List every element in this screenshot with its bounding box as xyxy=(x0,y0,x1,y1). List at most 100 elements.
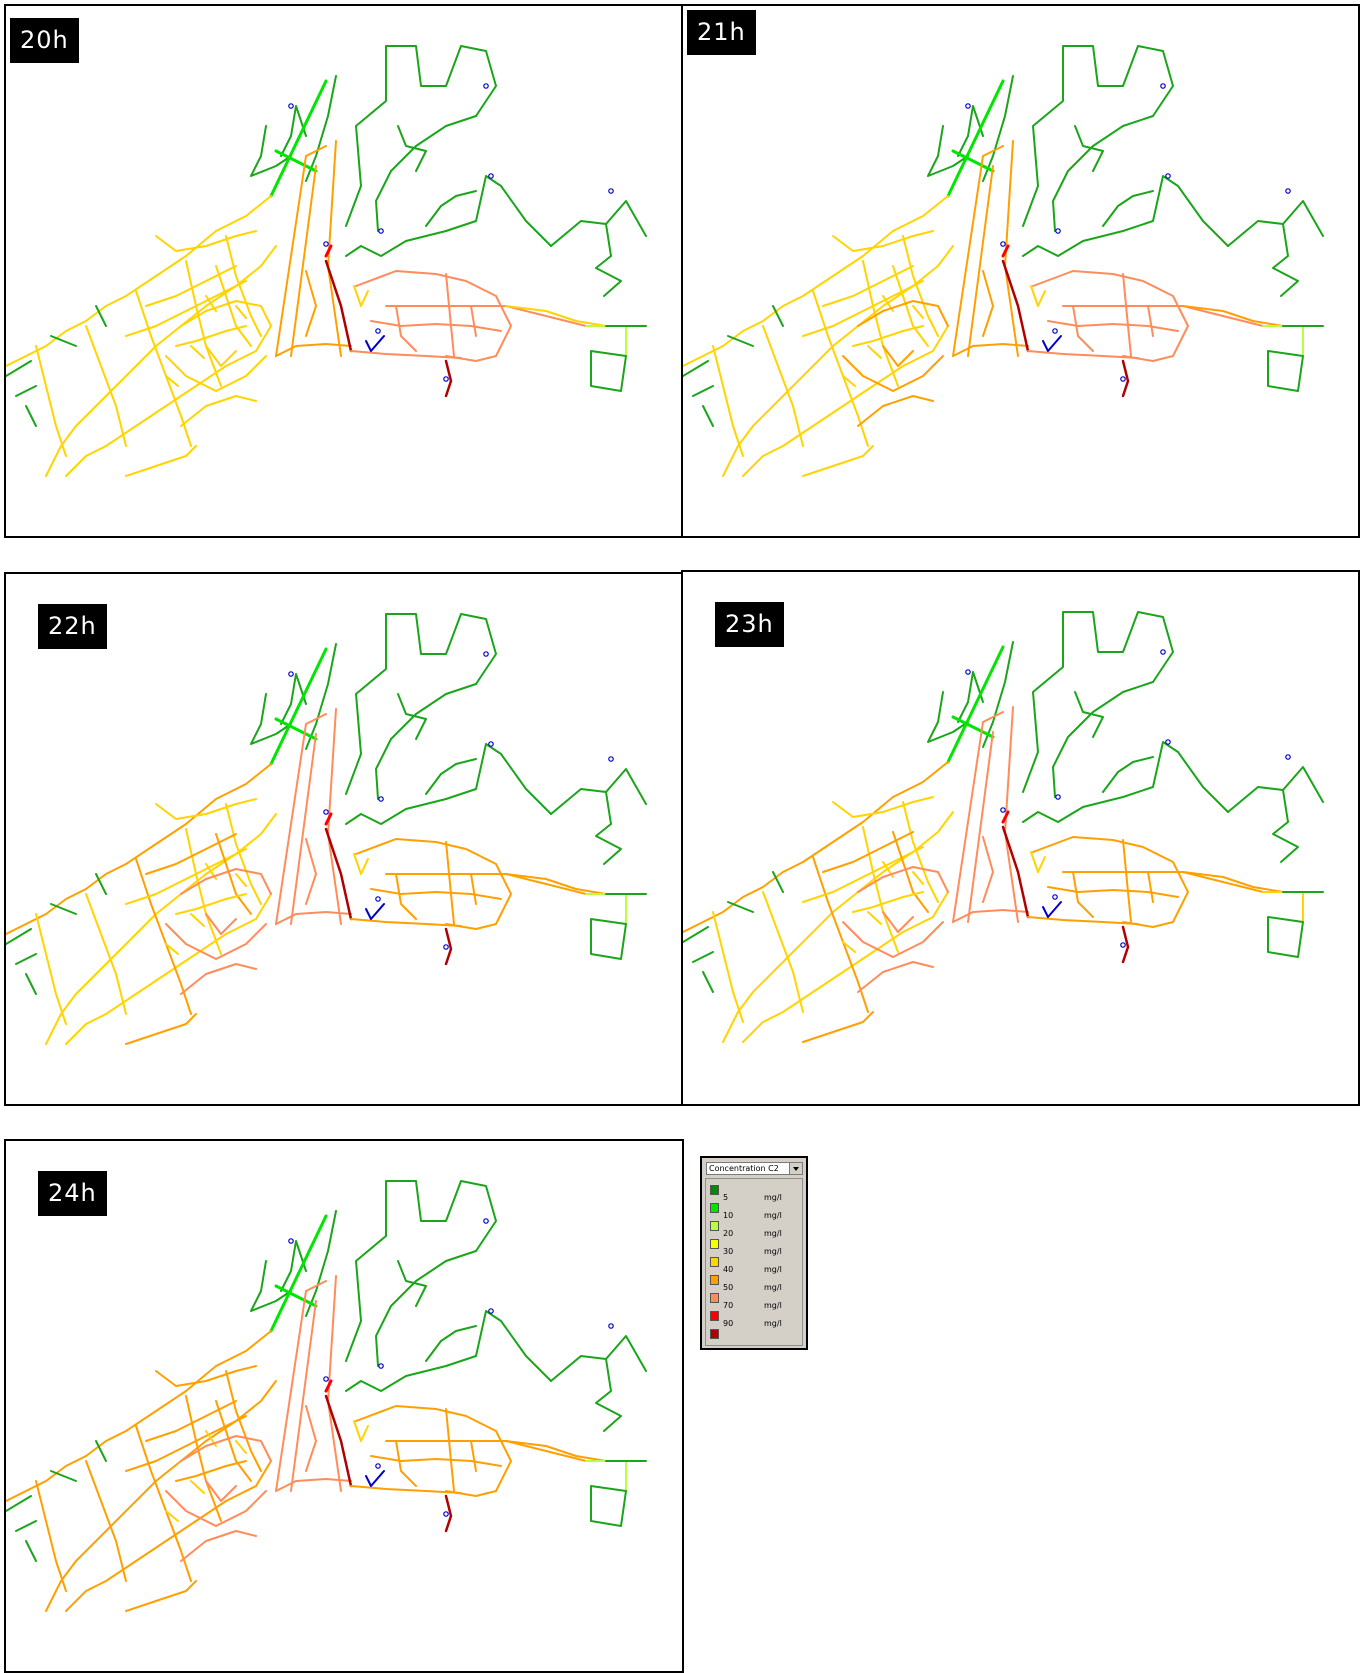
map-panel-21h: 21h xyxy=(681,4,1360,538)
pipe-segment xyxy=(355,270,512,362)
pipe-segment xyxy=(425,1325,477,1362)
main-pipe xyxy=(269,1214,328,1333)
reservoir-node xyxy=(1052,894,1058,900)
reservoir-node xyxy=(288,103,294,109)
pipe-segment xyxy=(225,235,262,337)
pipe-segment xyxy=(280,673,307,725)
reservoir-node xyxy=(608,756,614,762)
reservoir-node xyxy=(378,1363,384,1369)
pipe-segment xyxy=(957,671,984,723)
reservoir-node xyxy=(378,796,384,802)
pipe-segment xyxy=(595,1358,622,1432)
pipe-segment xyxy=(345,613,497,795)
pipe-segment xyxy=(1022,741,1229,823)
pipe-segment xyxy=(727,901,754,913)
pipe-segment xyxy=(6,1495,32,1512)
chevron-down-icon[interactable] xyxy=(789,1163,802,1174)
pipe-segment xyxy=(1227,766,1324,813)
pipe-segment xyxy=(702,971,714,993)
legend-value: 30 xyxy=(723,1247,734,1256)
pipe-segment xyxy=(125,1415,247,1472)
pipe-segment xyxy=(722,811,954,1043)
pipe-segment xyxy=(1062,305,1264,327)
pipe-segment xyxy=(1272,789,1299,863)
pipe-segment xyxy=(952,145,1004,357)
pipe-segment xyxy=(505,873,607,895)
pipe-segment xyxy=(45,813,277,1045)
legend-value: 70 xyxy=(723,1301,734,1310)
pipe-segment xyxy=(125,1580,197,1612)
pipe-segment xyxy=(912,871,924,885)
pipe-segment xyxy=(185,1395,222,1522)
pipe-segment xyxy=(445,1408,455,1492)
reservoir-node xyxy=(1120,376,1126,382)
pipe-segment xyxy=(65,893,272,1045)
pipe-segment xyxy=(190,345,205,359)
parameter-dropdown[interactable]: Concentration C2 xyxy=(706,1162,803,1175)
reservoir-node xyxy=(443,944,449,950)
pipe-segment xyxy=(65,1460,272,1612)
pipe-segment xyxy=(180,868,272,895)
map-panel-24h: 24h xyxy=(4,1139,684,1673)
time-label: 23h xyxy=(715,602,784,647)
pipe-segment xyxy=(145,1400,237,1442)
pipe-segment xyxy=(235,305,247,319)
pipe-segment xyxy=(982,270,994,337)
reservoir-node xyxy=(1165,739,1171,745)
legend-unit: mg/l xyxy=(764,1265,782,1274)
main-pipe xyxy=(951,149,995,173)
main-pipe xyxy=(1121,359,1130,398)
pipe-segment xyxy=(205,345,237,367)
pipe-segment xyxy=(345,743,552,825)
pipe-segment xyxy=(397,693,427,740)
reservoir-node xyxy=(375,328,381,334)
reservoir-node xyxy=(1285,188,1291,194)
pipe-segment xyxy=(967,731,994,923)
pipe-segment xyxy=(772,305,784,327)
pipe-segment xyxy=(6,1330,272,1502)
pipe-segment xyxy=(155,1365,257,1387)
network-map xyxy=(6,613,647,1045)
pipe-segment xyxy=(345,1310,552,1392)
pipe-segment xyxy=(1027,350,1139,359)
pipe-segment xyxy=(165,355,267,392)
pipe-segment xyxy=(353,285,369,307)
pipe-segment xyxy=(125,445,197,477)
reservoir-node xyxy=(483,651,489,657)
pipe-segment xyxy=(250,693,292,745)
pipe-segment xyxy=(25,973,37,995)
pipe-segment xyxy=(902,801,939,903)
pipe-segment xyxy=(6,195,272,367)
network-map xyxy=(6,45,647,477)
pipe-segment xyxy=(892,831,929,913)
reservoir-node xyxy=(1055,228,1061,234)
main-pipe xyxy=(324,244,333,258)
legend-swatch-5 xyxy=(710,1185,719,1195)
legend-unit: mg/l xyxy=(764,1247,782,1256)
pipe-segment xyxy=(395,305,417,352)
pipe-segment xyxy=(1030,851,1046,873)
pipe-segment xyxy=(1267,350,1304,392)
pipe-segment xyxy=(550,200,647,247)
legend-unit: mg/l xyxy=(764,1319,782,1328)
pipe-segment xyxy=(280,1240,307,1292)
reservoir-node xyxy=(323,241,329,247)
main-pipe xyxy=(269,79,328,198)
pipe-segment xyxy=(892,265,929,347)
pipe-segment xyxy=(350,918,462,927)
main-pipe xyxy=(274,149,318,173)
pipe-segment xyxy=(180,300,272,327)
main-pipe xyxy=(324,1394,353,1488)
pipe-segment xyxy=(712,345,744,457)
reservoir-node xyxy=(965,103,971,109)
pipe-segment xyxy=(6,928,32,945)
main-pipe xyxy=(365,903,385,920)
pipe-segment xyxy=(882,345,914,367)
pipe-segment xyxy=(927,125,969,177)
pipe-segment xyxy=(180,395,257,427)
pipe-segment xyxy=(370,888,502,900)
map-panel-23h: 23h xyxy=(681,570,1360,1106)
pipe-segment xyxy=(425,190,477,227)
pipe-segment xyxy=(1032,270,1189,362)
pipe-segment xyxy=(145,833,237,875)
